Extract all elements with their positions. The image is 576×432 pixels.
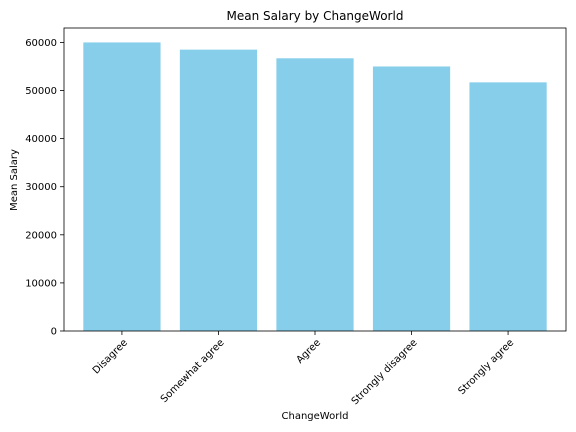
- y-tick-label: 50000: [25, 86, 57, 97]
- x-tick-label: Disagree: [91, 337, 130, 376]
- y-tick-label: 20000: [25, 230, 57, 241]
- y-axis-ticks: 0 10000 20000 30000 40000 50000 60000: [25, 38, 64, 338]
- y-tick-label: 40000: [25, 134, 57, 145]
- y-tick-label: 30000: [25, 182, 57, 193]
- bar-strongly-agree: [469, 82, 547, 331]
- y-tick-label: 0: [51, 327, 57, 338]
- y-tick-label: 10000: [25, 278, 57, 289]
- bar-strongly-disagree: [372, 66, 451, 331]
- x-tick-label: Somewhat agree: [159, 337, 227, 405]
- bar-agree: [276, 58, 354, 332]
- x-tick-label: Strongly disagree: [350, 337, 420, 407]
- x-axis-ticks: Disagree Somewhat agree Agree Strongly disa…: [91, 331, 516, 407]
- x-tick-label: Agree: [295, 337, 324, 366]
- axes-frame: [63, 27, 567, 332]
- y-axis-label: Mean Salary: [9, 149, 20, 211]
- y-tick-label: 60000: [25, 38, 57, 49]
- bars-group: [83, 42, 547, 332]
- x-axis-label: ChangeWorld: [282, 411, 349, 422]
- bar-somewhat-agree: [179, 49, 258, 332]
- chart-title: Mean Salary by ChangeWorld: [227, 9, 404, 23]
- x-tick-label: Strongly agree: [456, 337, 516, 397]
- bar-disagree: [83, 42, 161, 332]
